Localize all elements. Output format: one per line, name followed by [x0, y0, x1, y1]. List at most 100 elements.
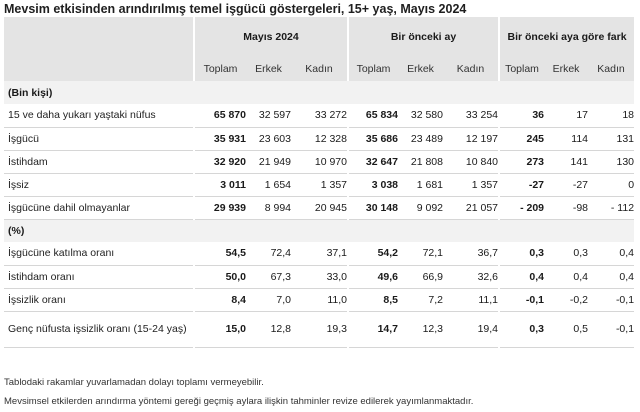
cell-value: 35 686: [347, 127, 398, 151]
subheader-row: Toplam Erkek Kadın Toplam Erkek Kadın To…: [4, 57, 635, 81]
table-title: Mevsim etkisinden arındırılmış temel işg…: [4, 2, 467, 16]
table-row: İşsiz 3 011 1 654 1 357 3 038 1 681 1 357 -27 -2…: [4, 173, 635, 197]
cell-value: 54,2: [347, 242, 398, 266]
subheader-male: Erkek: [398, 57, 443, 81]
cell-value: 131: [588, 127, 635, 151]
cell-value: 0,3: [544, 242, 589, 266]
cell-value: 0,3: [498, 311, 545, 348]
table-row: Genç nüfusta işsizlik oranı (15-24 yaş) 1…: [4, 311, 635, 348]
table-row: İşsizlik oranı 8,4 7,0 11,0 8,5 7,2 11,1 -0,1 -0…: [4, 288, 635, 312]
cell-value: 33 254: [443, 104, 500, 128]
cell-value: 0,5: [544, 311, 589, 348]
group-header-previous: Bir önceki ay: [346, 17, 500, 57]
cell-value: 12 197: [443, 127, 500, 151]
group-header-row: Mayıs 2024 Bir önceki ay Bir önceki aya …: [4, 17, 635, 57]
row-label: İşgücü: [4, 127, 194, 151]
footnote-rounding: Tablodaki rakamlar yuvarlamadan dolayı t…: [4, 377, 264, 388]
subheader-corner: [4, 57, 194, 81]
cell-value: -98: [544, 196, 589, 220]
cell-value: 17: [544, 104, 589, 128]
cell-value: 12,3: [398, 311, 443, 348]
cell-value: 21 949: [246, 150, 291, 174]
cell-value: 0,4: [588, 242, 635, 266]
cell-value: 20 945: [291, 196, 348, 220]
cell-value: 7,0: [246, 288, 291, 312]
section-label: (%): [4, 219, 635, 242]
cell-value: 11,0: [291, 288, 348, 312]
table-row: 15 ve daha yukarı yaştaki nüfus 65 870 32 …: [4, 104, 635, 128]
table-row: İstihdam oranı 50,0 67,3 33,0 49,6 66,9 32,6 0,…: [4, 265, 635, 289]
cell-value: 130: [588, 150, 635, 174]
row-label: İşsiz: [4, 173, 194, 197]
cell-value: 54,5: [193, 242, 246, 266]
cell-value: -27: [544, 173, 589, 197]
cell-value: 65 870: [193, 104, 246, 128]
section-header-percent: (%): [4, 219, 635, 242]
row-label: İstihdam oranı: [4, 265, 194, 289]
cell-value: 0: [588, 173, 635, 197]
table-row: İşgücü 35 931 23 603 12 328 35 686 23 489 12 1…: [4, 127, 635, 151]
cell-value: 0,4: [498, 265, 545, 289]
cell-value: 8 994: [246, 196, 291, 220]
row-label: 15 ve daha yukarı yaştaki nüfus: [4, 104, 194, 128]
section-label: (Bin kişi): [4, 81, 635, 104]
cell-value: 9 092: [398, 196, 443, 220]
cell-value: -0,2: [544, 288, 589, 312]
cell-value: 8,4: [193, 288, 246, 312]
cell-value: 12,8: [246, 311, 291, 348]
group-header-current: Mayıs 2024: [193, 17, 348, 57]
cell-value: 1 357: [443, 173, 500, 197]
cell-value: 141: [544, 150, 589, 174]
labor-indicators-table: Mayıs 2024 Bir önceki ay Bir önceki aya …: [4, 17, 635, 348]
cell-value: 1 357: [291, 173, 348, 197]
row-label: Genç nüfusta işsizlik oranı (15-24 yaş): [4, 311, 194, 348]
cell-value: 67,3: [246, 265, 291, 289]
cell-value: - 209: [498, 196, 545, 220]
subheader-female: Kadın: [588, 57, 635, 81]
cell-value: - 112: [588, 196, 635, 220]
cell-value: 32 920: [193, 150, 246, 174]
cell-value: 72,1: [398, 242, 443, 266]
subheader-female: Kadın: [443, 57, 500, 81]
cell-value: 14,7: [347, 311, 398, 348]
table-row: İstihdam 32 920 21 949 10 970 32 647 21 808 10…: [4, 150, 635, 174]
cell-value: 32 597: [246, 104, 291, 128]
cell-value: 29 939: [193, 196, 246, 220]
cell-value: 10 970: [291, 150, 348, 174]
cell-value: 0,4: [588, 265, 635, 289]
thousands-rows: 15 ve daha yukarı yaştaki nüfus 65 870 32 …: [4, 104, 635, 220]
group-header-difference: Bir önceki aya göre fark: [498, 17, 635, 57]
subheader-male: Erkek: [246, 57, 291, 81]
cell-value: 36,7: [443, 242, 500, 266]
cell-value: 273: [498, 150, 545, 174]
cell-value: 72,4: [246, 242, 291, 266]
cell-value: 33,0: [291, 265, 348, 289]
cell-value: 30 148: [347, 196, 398, 220]
section-header-thousands: (Bin kişi): [4, 81, 635, 104]
percent-rows: İşgücüne katılma oranı 54,5 72,4 37,1 54,2 72…: [4, 242, 635, 348]
subheader-female: Kadın: [291, 57, 348, 81]
cell-value: 245: [498, 127, 545, 151]
cell-value: 0,3: [498, 242, 545, 266]
header-corner: [4, 17, 194, 57]
cell-value: 50,0: [193, 265, 246, 289]
cell-value: 32,6: [443, 265, 500, 289]
row-label: İstihdam: [4, 150, 194, 174]
cell-value: 35 931: [193, 127, 246, 151]
footnote-seasonal: Mevsimsel etkilerden arındırma yöntemi g…: [4, 396, 474, 407]
cell-value: 19,4: [443, 311, 500, 348]
row-label: İşgücüne katılma oranı: [4, 242, 194, 266]
cell-value: 36: [498, 104, 545, 128]
cell-value: 10 840: [443, 150, 500, 174]
cell-value: 21 808: [398, 150, 443, 174]
cell-value: 1 681: [398, 173, 443, 197]
cell-value: 21 057: [443, 196, 500, 220]
cell-value: 3 011: [193, 173, 246, 197]
subheader-male: Erkek: [544, 57, 589, 81]
cell-value: 114: [544, 127, 589, 151]
cell-value: 7,2: [398, 288, 443, 312]
subheader-total: Toplam: [347, 57, 398, 81]
cell-value: -27: [498, 173, 545, 197]
cell-value: 32 580: [398, 104, 443, 128]
row-label: İşsizlik oranı: [4, 288, 194, 312]
